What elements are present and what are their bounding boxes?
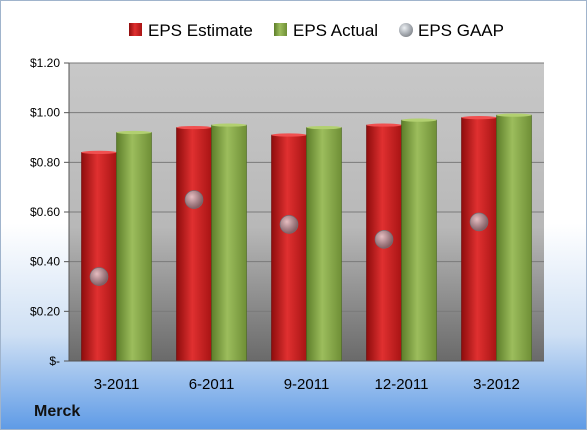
bar-eps-estimate: [461, 117, 497, 362]
bar-eps-actual-top: [116, 130, 152, 135]
bar-eps-estimate-top: [461, 116, 497, 120]
bar-eps-estimate-top: [366, 123, 402, 127]
bar-eps-estimate-top: [81, 150, 117, 154]
bars: [81, 113, 532, 362]
gaap-markers: [89, 190, 489, 286]
marker-eps-gaap: [469, 212, 489, 232]
bar-eps-actual-top: [496, 113, 532, 117]
legend: EPS Estimate EPS Actual EPS GAAP: [129, 21, 504, 40]
y-tick-label: $1.20: [30, 56, 60, 70]
bar-eps-actual-top: [306, 125, 342, 130]
legend-swatch: [399, 23, 413, 37]
x-axis: 3-2011 6-2011 9-2011 12-2011 3-2012: [69, 360, 544, 393]
y-tick-label: $0.60: [30, 205, 60, 219]
y-tick-label: $0.40: [30, 255, 60, 269]
bar-eps-estimate: [271, 134, 307, 362]
bar-eps-estimate: [81, 152, 117, 362]
y-tick-label: $-: [49, 354, 60, 368]
marker-eps-gaap: [374, 230, 394, 249]
legend-swatch: [274, 23, 287, 36]
bar-eps-estimate: [176, 127, 212, 362]
x-tick-label: 9-2011: [284, 376, 330, 393]
bar-eps-estimate-top: [176, 125, 212, 130]
bar-eps-estimate-top: [271, 133, 307, 137]
marker-eps-gaap: [279, 215, 299, 234]
x-tick-label: 3-2011: [94, 376, 140, 393]
y-tick-label: $1.00: [30, 106, 60, 120]
legend-label: EPS Estimate: [148, 21, 253, 40]
legend-label: EPS Actual: [293, 21, 378, 40]
marker-eps-gaap: [184, 190, 204, 209]
bar-eps-actual: [496, 114, 532, 362]
y-tick-label: $0.20: [30, 304, 60, 318]
y-axis: $- $0.20 $0.40 $0.60 $0.80 $1.00 $1.20: [30, 56, 70, 368]
x-tick-label: 3-2012: [473, 376, 520, 393]
bar-eps-actual-top: [211, 123, 247, 127]
bar-eps-actual: [211, 124, 247, 362]
bar-eps-actual: [401, 119, 437, 362]
bar-eps-actual-top: [401, 118, 437, 122]
company-label: Merck: [34, 403, 81, 420]
x-tick-label: 12-2011: [375, 376, 429, 393]
legend-label: EPS GAAP: [418, 21, 504, 40]
bar-eps-actual: [306, 127, 342, 362]
legend-swatch: [129, 23, 142, 36]
y-tick-label: $0.80: [30, 155, 60, 169]
marker-eps-gaap: [89, 267, 109, 286]
x-tick-label: 6-2011: [189, 376, 235, 393]
bar-eps-actual: [116, 132, 152, 362]
